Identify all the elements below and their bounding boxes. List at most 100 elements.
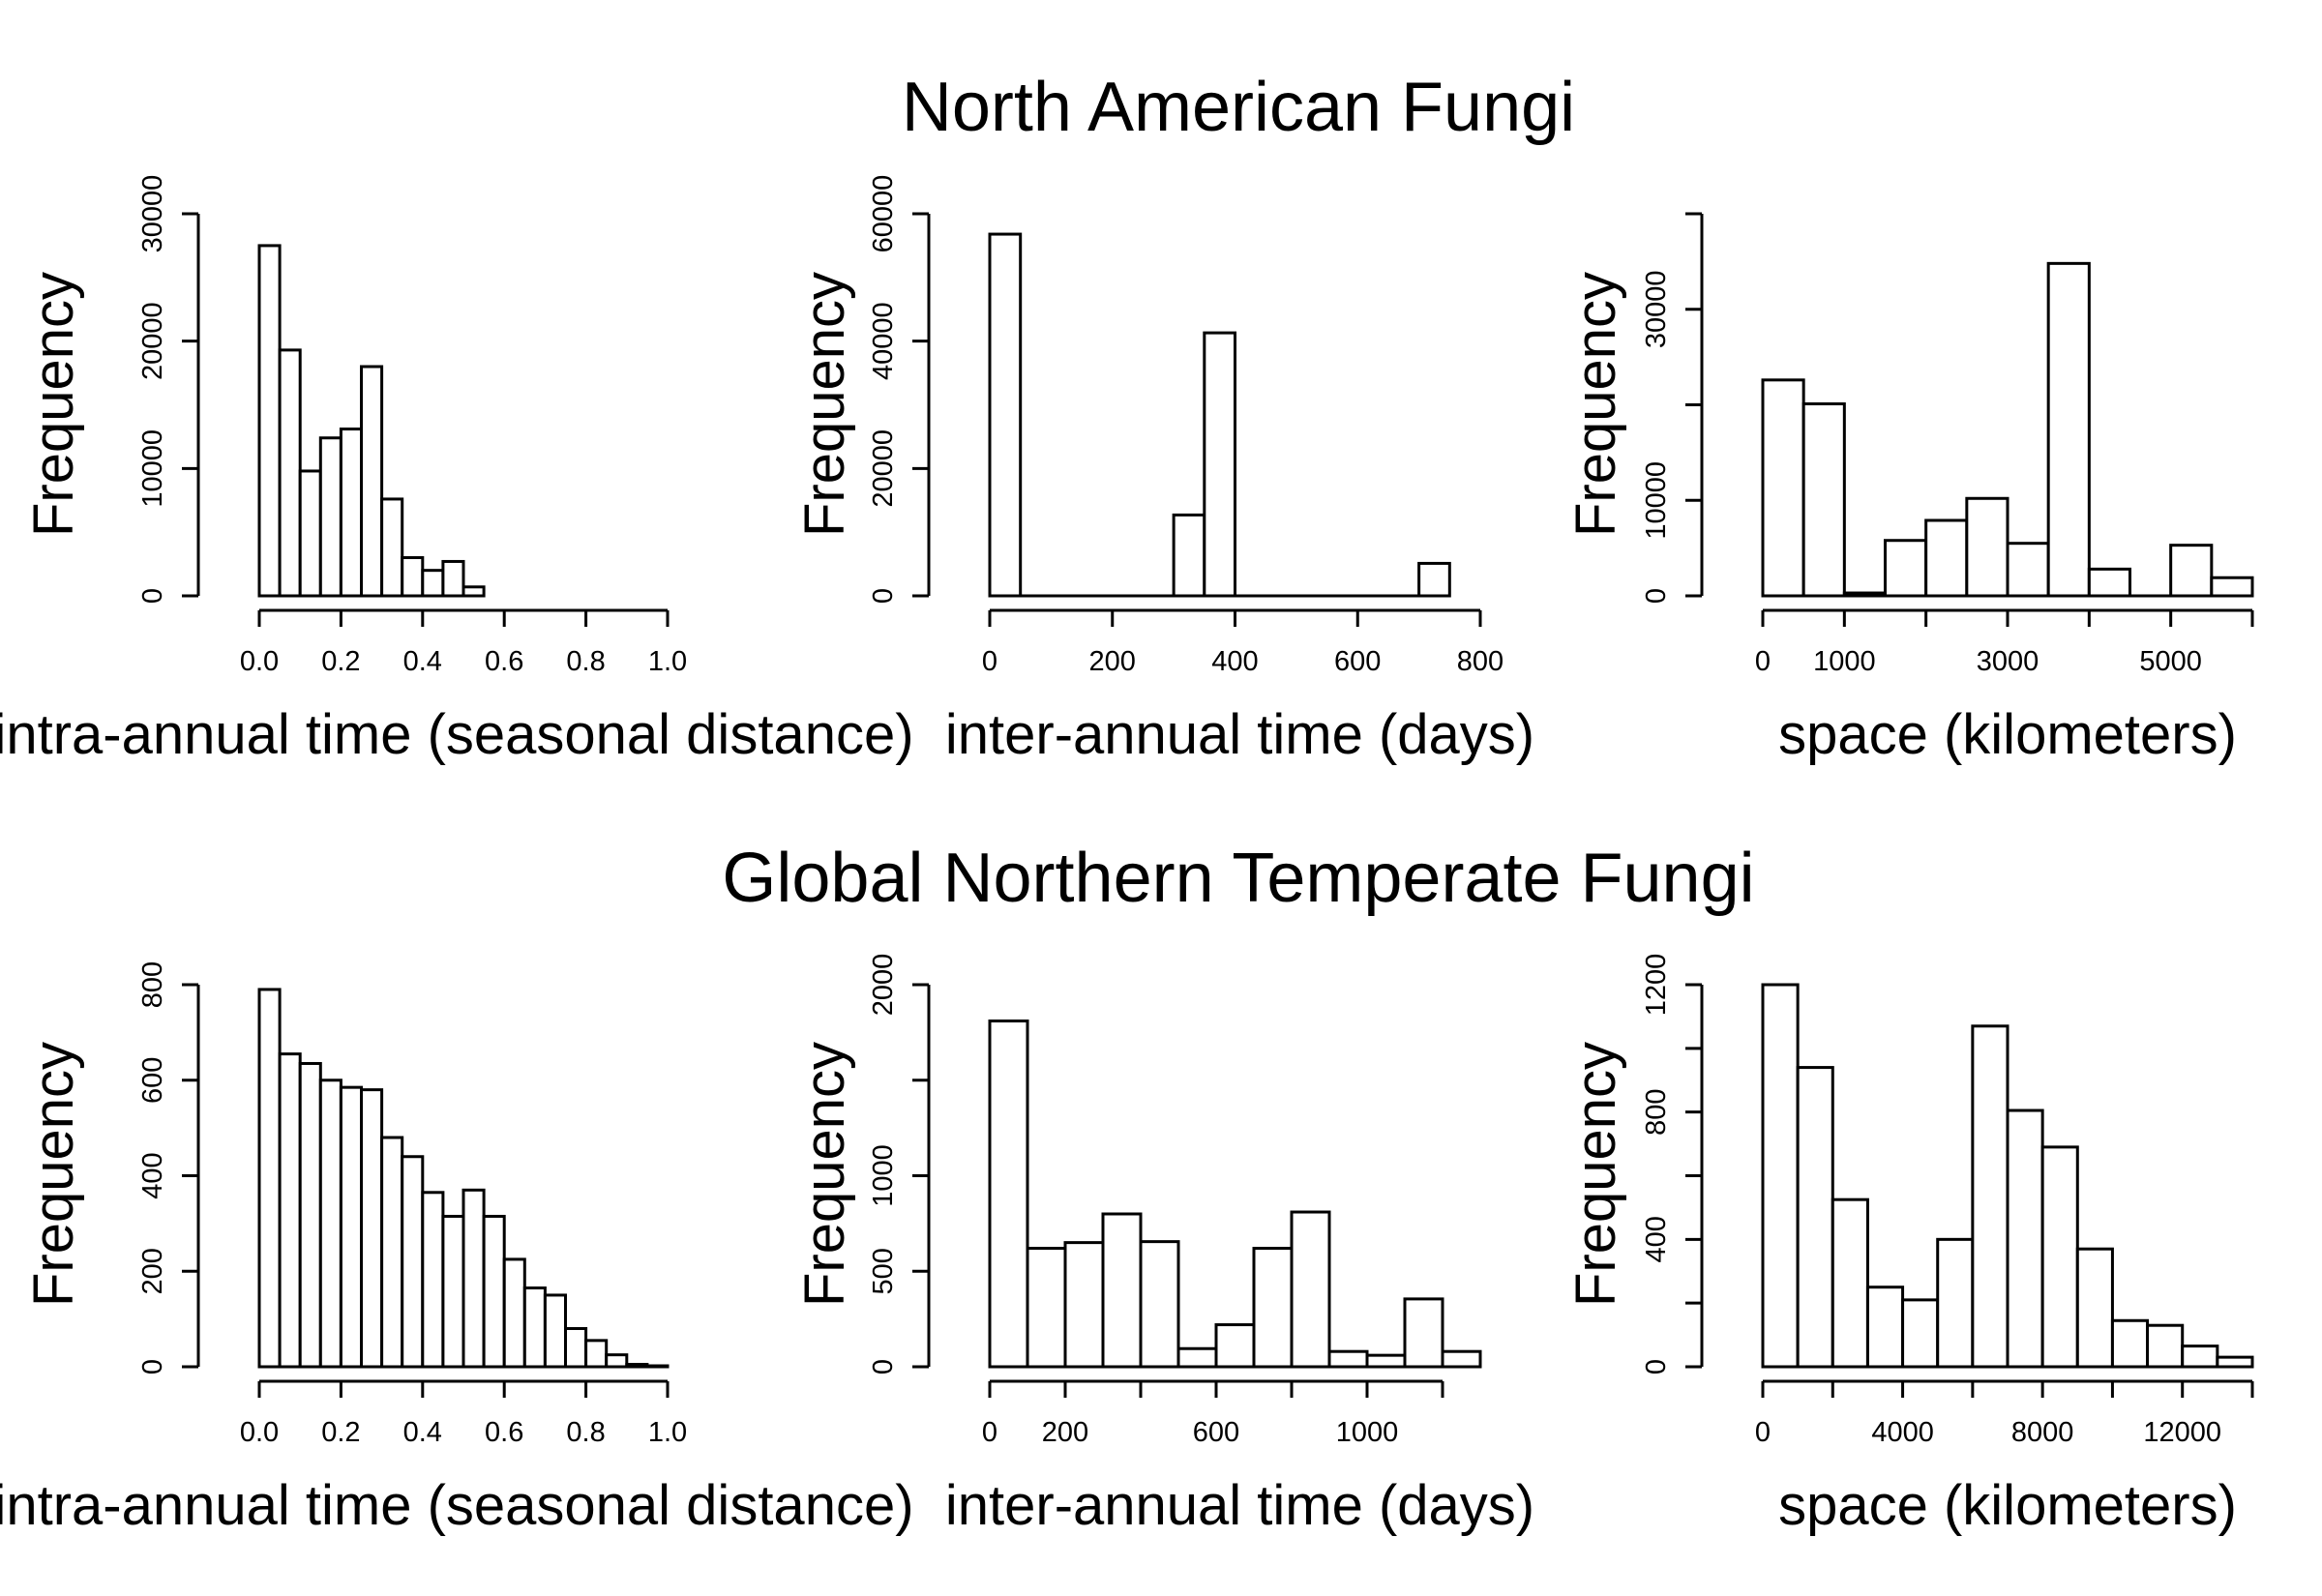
y-tick-label: 10000 <box>137 429 168 508</box>
x-tick-label: 1.0 <box>648 646 687 677</box>
histogram-bar <box>278 348 302 598</box>
x-tick-label: 0 <box>982 1417 997 1448</box>
x-tick-label: 0.0 <box>240 1417 279 1448</box>
y-tick-label: 1200 <box>1641 954 1672 1017</box>
histogram-bar <box>257 988 282 1369</box>
x-tick-label: 3000 <box>1977 646 2039 677</box>
x-tick-label: 1000 <box>1813 646 1876 677</box>
y-axis-label: Frequency <box>22 272 85 537</box>
y-tick-label: 0 <box>1641 588 1672 604</box>
histogram-bar <box>564 1327 588 1369</box>
histogram-bar <box>543 1293 568 1369</box>
histogram-bar <box>1936 1237 1975 1369</box>
histogram-bar <box>339 428 363 598</box>
x-tick-label: 800 <box>1457 646 1503 677</box>
histogram-bar <box>380 497 404 598</box>
x-tick-label: 400 <box>1211 646 1258 677</box>
histogram-bar <box>1290 1210 1331 1369</box>
x-axis-label: inter-annual time (days) <box>945 703 1534 766</box>
row-title-global-northern-temperate: Global Northern Temperate Fungi <box>722 840 1754 917</box>
x-tick-label: 0.4 <box>403 646 442 677</box>
histogram-bar <box>339 1085 363 1369</box>
x-tick-label: 0.6 <box>485 1417 523 1448</box>
x-tick-label: 0.4 <box>403 1417 442 1448</box>
histogram-panel-4: 0.0 0.2 0.4 0.6 0.8 1.0 0 200 400 600 800 intra-ann… <box>0 961 914 1537</box>
x-tick-label: 0.8 <box>566 1417 605 1448</box>
histogram-bar <box>298 1061 322 1369</box>
x-tick-label: 600 <box>1193 1417 1239 1448</box>
histogram-bar <box>988 232 1023 598</box>
histogram-bar <box>1026 1247 1067 1369</box>
histogram-bar <box>1203 331 1236 598</box>
histogram-bar <box>318 436 342 598</box>
y-tick-label: 60000 <box>868 175 899 253</box>
histogram-panel-5: 0 200 600 1000 0 500 1000 2000 inter-annual time… <box>793 954 1534 1537</box>
histogram-bar <box>2040 1145 2079 1369</box>
y-tick-label: 30000 <box>1641 270 1672 348</box>
histogram-bar <box>1761 983 1800 1369</box>
y-axis-label: Frequency <box>1564 272 1627 537</box>
y-tick-label: 2000 <box>868 954 899 1017</box>
histogram-bar <box>1441 1349 1482 1369</box>
histogram-panel-2: 0 200 400 600 800 0 20000 40000 60000 inter-annua… <box>793 175 1534 766</box>
y-tick-label: 0 <box>868 588 899 604</box>
histogram-bar <box>2006 542 2050 598</box>
histogram-bar <box>988 1020 1029 1369</box>
x-tick-label: 200 <box>1042 1417 1088 1448</box>
x-tick-label: 0.2 <box>321 646 360 677</box>
y-tick-label: 200 <box>137 1248 168 1294</box>
x-axis-label: space (kilometers) <box>1778 703 2237 766</box>
histogram-bar <box>360 1088 384 1369</box>
histogram-bar <box>1865 1286 1905 1369</box>
histogram-bar <box>2075 1247 2114 1369</box>
x-tick-label: 0 <box>1755 646 1771 677</box>
histogram-bar <box>482 1214 506 1369</box>
histogram-bar <box>1403 1297 1444 1369</box>
histogram-bar <box>421 1191 445 1369</box>
histogram-bar <box>1172 513 1206 598</box>
histogram-bar <box>605 1353 629 1369</box>
x-tick-label: 0.8 <box>566 646 605 677</box>
histogram-bar <box>522 1286 547 1369</box>
y-tick-label: 800 <box>1641 1088 1672 1135</box>
histogram-bar <box>2087 567 2131 598</box>
histogram-bar <box>1365 1353 1407 1369</box>
histogram-bar <box>2146 1323 2185 1369</box>
y-axis-label: Frequency <box>22 1042 85 1307</box>
y-tick-label: 0 <box>137 1359 168 1374</box>
histogram-bar <box>502 1257 526 1369</box>
x-axis-label: inter-annual time (days) <box>945 1474 1534 1537</box>
histogram-bar <box>298 469 322 598</box>
x-axis-label: intra-annual time (seasonal distance) <box>0 1474 914 1537</box>
x-tick-label: 0 <box>982 646 997 677</box>
histogram-bar <box>401 1155 425 1369</box>
y-tick-label: 500 <box>868 1248 899 1294</box>
histogram-bar <box>1139 1240 1180 1369</box>
x-axis-label: intra-annual time (seasonal distance) <box>0 703 914 766</box>
histogram-bar <box>421 569 445 598</box>
x-tick-label: 0.2 <box>321 1417 360 1448</box>
y-tick-label: 600 <box>137 1057 168 1104</box>
histogram-bar <box>441 559 465 598</box>
y-axis-label: Frequency <box>1564 1042 1627 1307</box>
y-tick-label: 30000 <box>137 175 168 253</box>
row-title-north-american: North American Fungi <box>902 69 1575 146</box>
y-tick-label: 10000 <box>1641 461 1672 540</box>
y-tick-label: 400 <box>1641 1216 1672 1262</box>
y-tick-label: 20000 <box>868 429 899 508</box>
x-tick-label: 200 <box>1089 646 1136 677</box>
x-axis-label: space (kilometers) <box>1778 1474 2237 1537</box>
y-tick-label: 0 <box>1641 1359 1672 1374</box>
y-tick-label: 40000 <box>868 302 899 380</box>
histogram-bar <box>461 1188 486 1369</box>
x-tick-label: 0.0 <box>240 646 279 677</box>
histogram-bar <box>257 244 282 598</box>
histogram-bar <box>1831 1197 1869 1369</box>
histogram-bar <box>2110 1318 2150 1369</box>
y-tick-label: 0 <box>868 1359 899 1374</box>
histogram-bar <box>1101 1212 1143 1369</box>
y-axis-label: Frequency <box>793 272 856 537</box>
x-tick-label: 1.0 <box>648 1417 687 1448</box>
histogram-bar <box>441 1214 465 1369</box>
